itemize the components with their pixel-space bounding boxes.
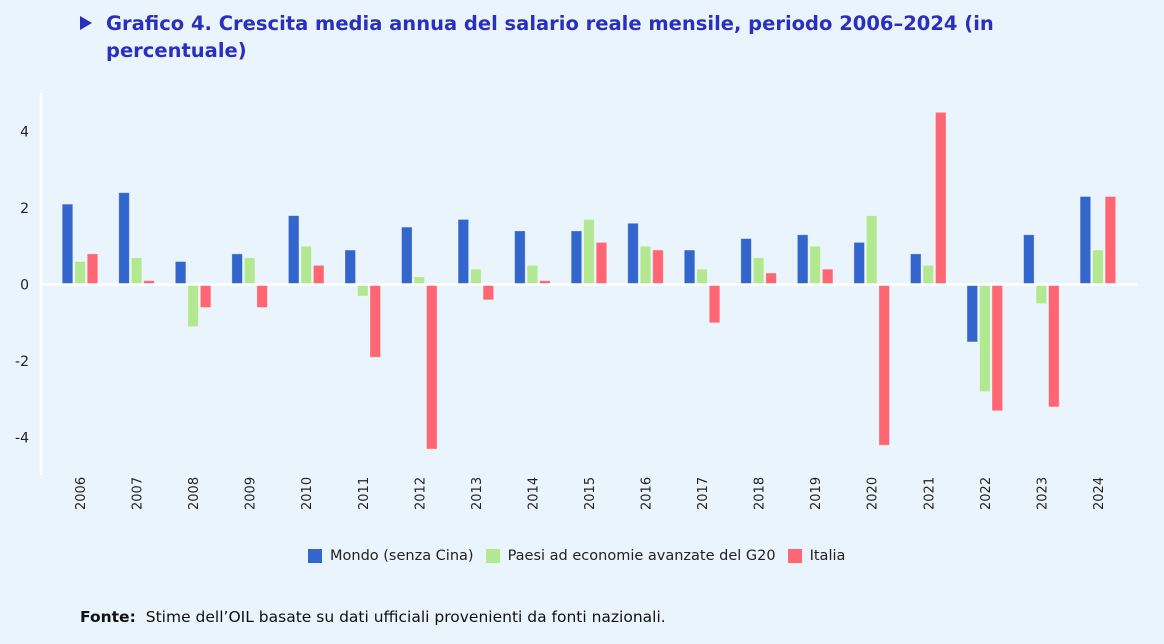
legend-swatch [787,549,802,563]
y-tick-label: 0 [20,278,29,294]
x-tick-label: 2010 [300,477,315,510]
x-tick-label: 2006 [74,477,89,510]
bar-paesi-2020 [866,215,878,285]
bar-mondo-2013 [457,219,470,285]
bar-paesi-2014 [526,264,539,285]
bar-mondo-2016 [627,222,639,285]
x-tick-label: 2022 [979,477,994,510]
source-text: Stime dell’OIL basate su dati ufficiali … [145,608,666,626]
bar-paesi-2016 [639,245,652,285]
x-tick-label: 2016 [640,477,655,510]
bar-mondo-2019 [797,234,809,285]
bar-mondo-2018 [740,238,752,285]
x-tick-label: 2012 [413,477,428,510]
bar-italia-2017 [708,284,721,324]
chart-legend: Mondo (senza Cina) Paesi ad economie ava… [308,548,857,564]
y-tick-label: 4 [20,125,29,141]
bar-paesi-2019 [809,245,821,285]
bar-italia-2006 [86,253,99,285]
x-tick-label: 2011 [357,477,372,510]
bar-paesi-2018 [752,257,765,285]
bar-paesi-2021 [922,264,934,285]
legend-swatch [308,549,322,563]
x-tick-label: 2013 [470,477,485,510]
bar-italia-2015 [595,242,608,285]
x-tick-label: 2021 [922,477,937,510]
bar-mondo-2008 [174,261,187,285]
y-tick-label: 2 [20,201,29,217]
bar-italia-2022 [991,284,1003,412]
bar-italia-2021 [935,111,947,285]
legend-item-italia[interactable]: Italia [787,548,846,564]
legend-label: Italia [809,548,846,564]
y-tick-label: -4 [15,431,29,447]
bar-italia-2016 [652,249,664,285]
bar-mondo-2010 [288,215,300,285]
bar-paesi-2009 [243,257,256,285]
x-tick-label: 2017 [696,477,711,510]
x-tick-label: 2019 [809,477,824,510]
bar-paesi-2013 [470,268,482,285]
bar-paesi-2008 [187,284,199,327]
x-tick-label: 2009 [244,477,259,510]
bar-mondo-2006 [61,203,74,285]
bar-mondo-2012 [401,226,413,285]
bar-mondo-2017 [683,249,696,285]
bar-italia-2020 [878,284,890,446]
bar-paesi-2011 [357,284,369,297]
bar-mondo-2014 [514,230,526,285]
x-tick-label: 2007 [131,477,146,510]
bar-mondo-2023 [1023,234,1035,285]
bar-italia-2012 [426,284,438,450]
source-label: Fonte: [80,608,136,626]
bar-paesi-2007 [130,257,143,285]
x-tick-label: 2018 [753,477,768,510]
bar-italia-2024 [1104,196,1117,285]
bar-mondo-2022 [966,284,978,343]
legend-label: Mondo (senza Cina) [330,548,474,564]
bar-italia-2018 [765,272,777,285]
y-tick-label: -2 [15,354,29,370]
bar-paesi-2023 [1035,284,1047,305]
bar-mondo-2015 [570,230,583,285]
bar-paesi-2015 [583,219,595,285]
bar-italia-2011 [369,284,381,358]
bar-paesi-2022 [979,284,991,392]
x-tick-label: 2014 [526,477,541,510]
bar-mondo-2021 [910,253,922,285]
bar-paesi-2024 [1092,249,1104,285]
bar-paesi-2006 [74,261,86,285]
chart-title: Grafico 4. Crescita media annua del sala… [106,12,994,62]
source-note: Fonte: Stime dell’OIL basate su dati uffi… [80,608,666,626]
bar-italia-2019 [822,268,834,285]
x-tick-label: 2024 [1092,477,1107,510]
bar-paesi-2017 [696,268,708,285]
legend-label: Paesi ad economie avanzate del G20 [507,548,776,564]
bar-italia-2010 [313,264,325,285]
x-tick-label: 2015 [583,477,598,510]
bar-mondo-2020 [853,242,865,285]
bar-mondo-2007 [118,192,130,285]
bar-paesi-2010 [300,245,312,285]
x-tick-label: 2020 [866,477,881,510]
bar-italia-2008 [199,284,212,308]
triangle-right-icon [80,16,92,30]
bar-mondo-2009 [231,253,243,285]
legend-swatch [485,549,500,563]
bar-mondo-2011 [344,249,356,285]
bar-italia-2013 [482,284,495,301]
bar-chart: 4 2 0 -2 -4 2006 2007 2008 2009 2010 2011 2012 2013 2… [15,93,1138,510]
legend-item-g20[interactable]: Paesi ad economie avanzate del G20 [485,548,776,564]
x-tick-label: 2008 [187,477,202,510]
bar-mondo-2024 [1079,196,1092,285]
bar-italia-2023 [1048,284,1060,408]
x-tick-label: 2023 [1035,477,1050,510]
bar-italia-2009 [256,284,268,308]
legend-item-mondo[interactable]: Mondo (senza Cina) [308,548,474,564]
